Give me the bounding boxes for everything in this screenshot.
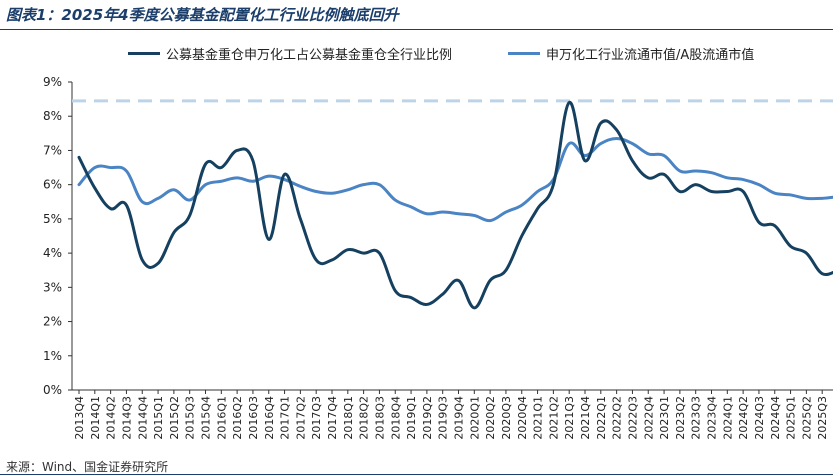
- chart-title: 图表1：2025年4季度公募基金配置化工行业比例触底回升: [6, 6, 399, 24]
- x-tick-label: 2019Q3: [437, 396, 450, 440]
- y-tick-layer: 0% 1% 2% 3% 4% 5% 6% 7% 8% 9%: [43, 75, 72, 397]
- y-tick-label: 4%: [43, 246, 62, 260]
- x-tick-label: 2021Q1: [532, 396, 545, 440]
- x-tick-label: 2020Q1: [468, 396, 481, 440]
- x-tick-label: 2018Q2: [358, 396, 371, 440]
- y-tick-label: 5%: [43, 212, 62, 226]
- x-tick-label: 2021Q2: [547, 396, 560, 440]
- x-tick-label: 2024Q3: [753, 396, 766, 440]
- x-tick-label: 2015Q4: [200, 396, 213, 440]
- x-tick-label: 2023Q2: [674, 396, 687, 440]
- x-tick-label: 2017Q4: [326, 396, 339, 440]
- y-tick-label: 0%: [43, 383, 62, 397]
- x-tick-label: 2024Q4: [769, 396, 782, 440]
- x-tick-label: 2015Q2: [168, 396, 181, 440]
- y-tick-label: 8%: [43, 109, 62, 123]
- legend-item-fund-allocation: 公募基金重仓申万化工占公募基金重仓全行业比例: [128, 44, 452, 63]
- x-tick-label: 2015Q1: [152, 396, 165, 440]
- x-tick-label: 2016Q4: [263, 396, 276, 440]
- y-tick-label: 2%: [43, 315, 62, 329]
- y-tick-label: 7%: [43, 143, 62, 157]
- x-tick-label: 2020Q2: [484, 396, 497, 440]
- x-tick-label: 2018Q1: [342, 396, 355, 440]
- x-tick-label: 2019Q1: [405, 396, 418, 440]
- x-tick-label: 2013Q4: [73, 396, 86, 440]
- y-tick-label: 3%: [43, 280, 62, 294]
- x-tick-label: 2023Q3: [690, 396, 703, 440]
- x-tick-label: 2022Q2: [611, 396, 624, 440]
- x-tick-layer: 2013Q4 2014Q1 2014Q2 2014Q3 2014Q4 2015Q1 2015…: [73, 390, 833, 440]
- x-tick-label: 2014Q1: [89, 396, 102, 440]
- x-tick-label: 2016Q1: [215, 396, 228, 440]
- x-tick-label: 2017Q2: [294, 396, 307, 440]
- x-tick-label: 2019Q2: [421, 396, 434, 440]
- x-tick-label: 2018Q3: [373, 396, 386, 440]
- x-tick-label: 2021Q4: [579, 396, 592, 440]
- x-tick-label: 2023Q1: [658, 396, 671, 440]
- x-tick-label: 2018Q4: [389, 396, 402, 440]
- bottom-divider: [0, 474, 833, 475]
- x-tick-label: 2016Q2: [231, 396, 244, 440]
- x-tick-label: 2015Q3: [184, 396, 197, 440]
- series-line-fund-allocation: [77, 101, 833, 310]
- y-tick-label: 1%: [43, 349, 62, 363]
- x-tick-label: 2022Q3: [626, 396, 639, 440]
- x-tick-label: 2025Q3: [816, 396, 829, 440]
- title-divider: [0, 29, 833, 30]
- legend-swatch-fund-allocation: [128, 52, 160, 55]
- axes-layer: [71, 82, 833, 391]
- series-layer: [77, 101, 833, 310]
- x-tick-label: 2017Q3: [310, 396, 323, 440]
- x-tick-label: 2020Q3: [500, 396, 513, 440]
- x-tick-label: 2014Q3: [120, 396, 133, 440]
- chart-legend: 公募基金重仓申万化工占公募基金重仓全行业比例 申万化工行业流通市值/A股流通市值: [0, 44, 833, 64]
- x-tick-label: 2025Q1: [785, 396, 798, 440]
- series-line-market-cap: [77, 136, 833, 223]
- y-tick-label: 6%: [43, 178, 62, 192]
- x-tick-label: 2014Q4: [136, 396, 149, 440]
- x-tick-label: 2022Q1: [595, 396, 608, 440]
- legend-label-fund-allocation: 公募基金重仓申万化工占公募基金重仓全行业比例: [166, 48, 453, 63]
- x-tick-label: 2023Q4: [706, 396, 719, 440]
- legend-swatch-market-cap: [508, 52, 540, 55]
- x-tick-label: 2025Q2: [800, 396, 813, 440]
- x-tick-label: 2017Q1: [279, 396, 292, 440]
- y-tick-label: 9%: [43, 75, 62, 89]
- x-tick-label: 2016Q3: [247, 396, 260, 440]
- x-tick-label: 2024Q2: [737, 396, 750, 440]
- x-tick-label: 2021Q3: [563, 396, 576, 440]
- x-tick-label: 2024Q1: [721, 396, 734, 440]
- x-tick-label: 2019Q4: [453, 396, 466, 440]
- source-note: 来源：Wind、国金证券研究所: [6, 460, 169, 474]
- x-tick-label: 2014Q2: [105, 396, 118, 440]
- legend-item-market-cap: 申万化工行业流通市值/A股流通市值: [508, 44, 754, 63]
- legend-label-market-cap: 申万化工行业流通市值/A股流通市值: [546, 48, 755, 63]
- x-tick-label: 2020Q4: [516, 396, 529, 440]
- x-tick-label: 2022Q4: [642, 396, 655, 440]
